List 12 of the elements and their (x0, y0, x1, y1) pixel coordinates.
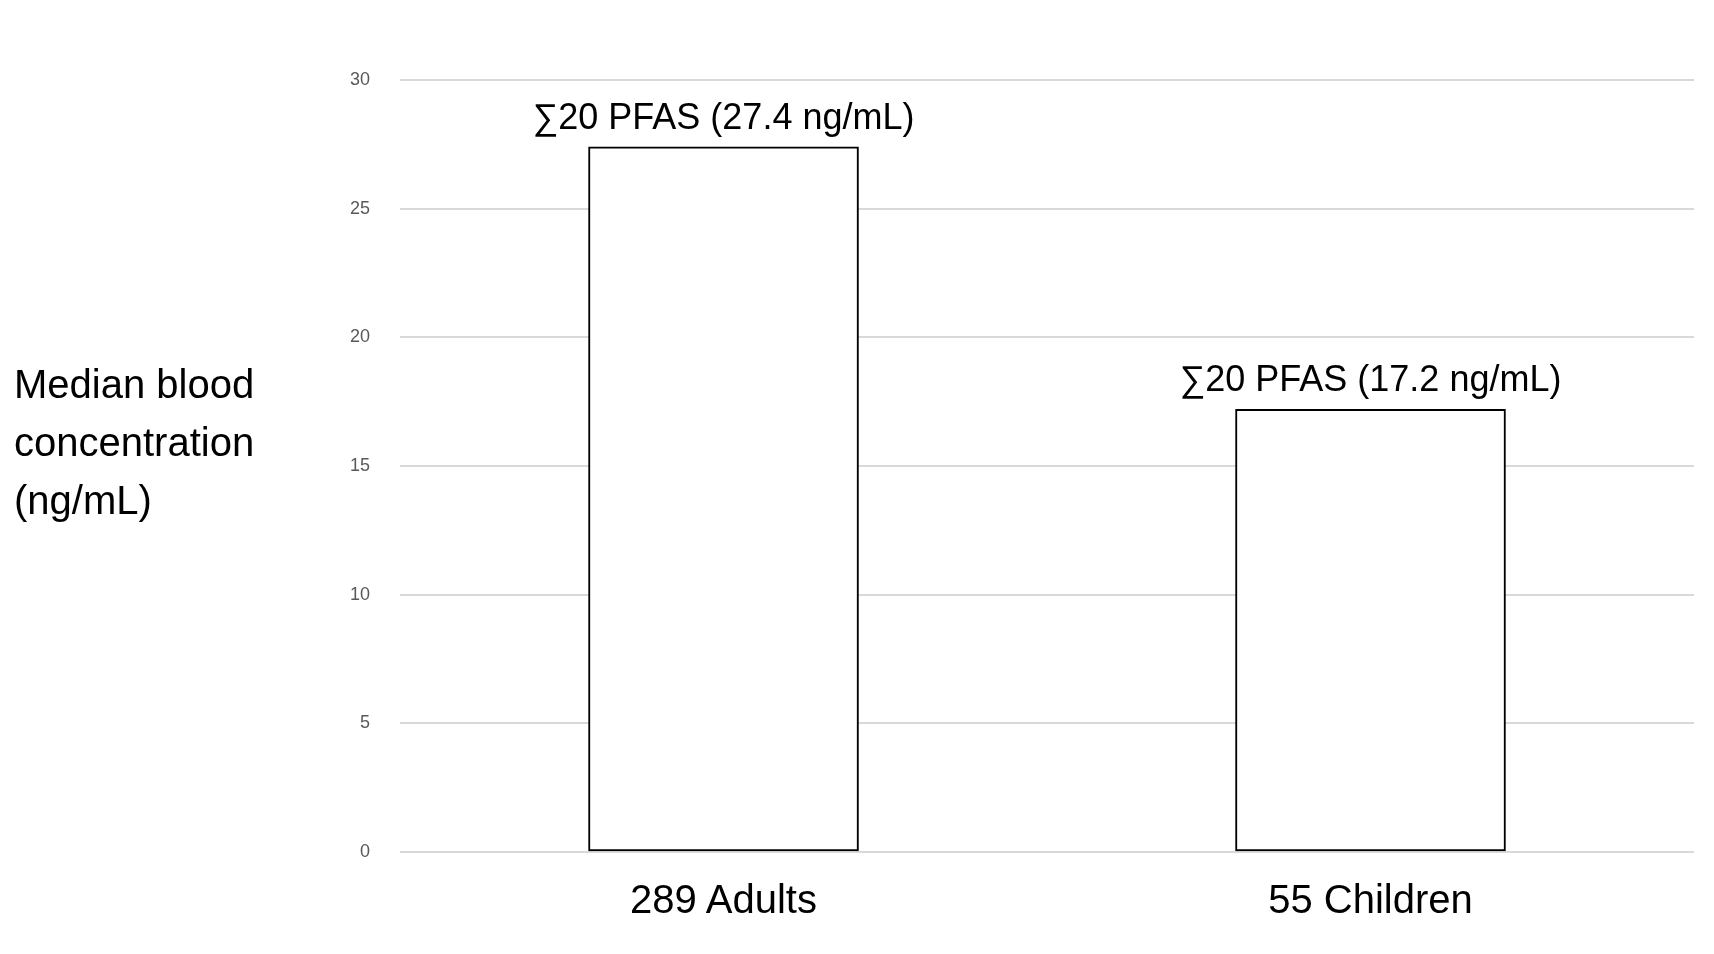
y-tick-label: 0 (360, 840, 371, 861)
y-axis-title: Median blood concentration (ng/mL) (14, 361, 256, 524)
data-label: ∑20 PFAS (27.4 ng/mL) (532, 95, 915, 137)
x-tick-label: 55 Children (1268, 877, 1473, 922)
data-label: ∑20 PFAS (17.2 ng/mL) (1179, 358, 1562, 400)
x-tick-label: 289 Adults (630, 877, 817, 922)
y-tick-label: 15 (349, 454, 371, 475)
y-tick-label: 5 (360, 712, 371, 733)
y-tick-label: 20 (349, 326, 371, 347)
y-tick-label: 25 (349, 197, 371, 218)
y-tick-label: 30 (349, 68, 371, 89)
y-tick-label: 10 (349, 583, 371, 604)
